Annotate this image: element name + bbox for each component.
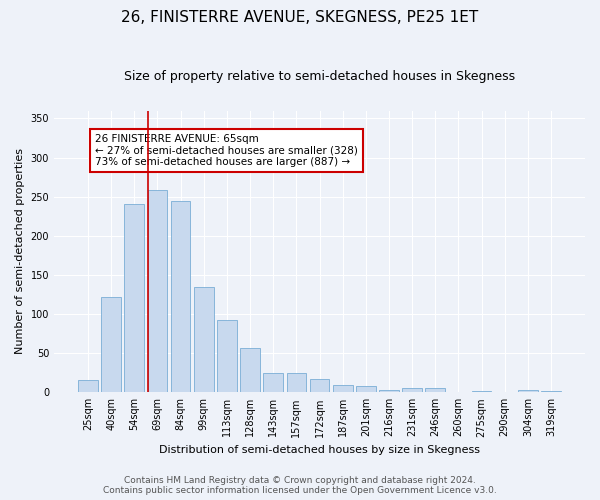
Bar xyxy=(124,204,144,392)
Bar xyxy=(240,348,260,393)
Bar xyxy=(194,286,214,393)
Title: Size of property relative to semi-detached houses in Skegness: Size of property relative to semi-detach… xyxy=(124,70,515,83)
Bar xyxy=(379,390,399,392)
Bar xyxy=(402,388,422,392)
Bar xyxy=(287,372,306,392)
X-axis label: Distribution of semi-detached houses by size in Skegness: Distribution of semi-detached houses by … xyxy=(159,445,480,455)
Bar xyxy=(148,190,167,392)
Bar xyxy=(333,386,353,392)
Bar xyxy=(310,379,329,392)
Y-axis label: Number of semi-detached properties: Number of semi-detached properties xyxy=(15,148,25,354)
Bar xyxy=(217,320,237,392)
Text: 26, FINISTERRE AVENUE, SKEGNESS, PE25 1ET: 26, FINISTERRE AVENUE, SKEGNESS, PE25 1E… xyxy=(121,10,479,25)
Bar xyxy=(472,390,491,392)
Bar xyxy=(541,390,561,392)
Bar xyxy=(356,386,376,392)
Bar xyxy=(78,380,98,392)
Bar xyxy=(425,388,445,392)
Bar xyxy=(101,297,121,392)
Bar xyxy=(518,390,538,392)
Bar xyxy=(171,200,190,392)
Text: 26 FINISTERRE AVENUE: 65sqm
← 27% of semi-detached houses are smaller (328)
73% : 26 FINISTERRE AVENUE: 65sqm ← 27% of sem… xyxy=(95,134,358,167)
Bar xyxy=(263,372,283,392)
Text: Contains HM Land Registry data © Crown copyright and database right 2024.
Contai: Contains HM Land Registry data © Crown c… xyxy=(103,476,497,495)
